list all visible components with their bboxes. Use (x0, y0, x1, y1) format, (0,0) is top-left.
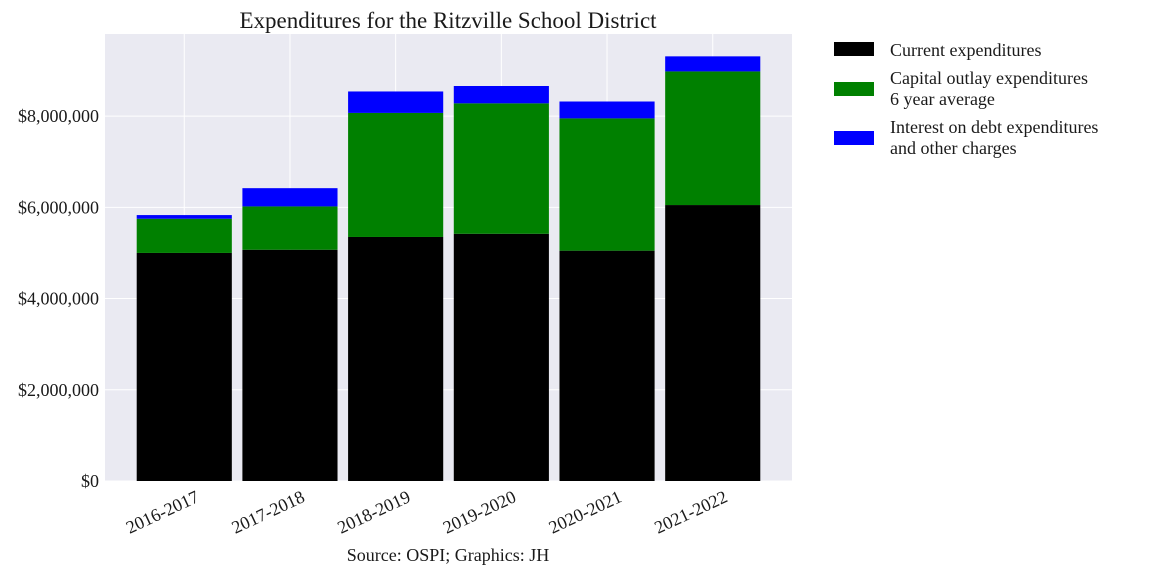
y-tick-label: $2,000,000 (18, 380, 99, 400)
legend-swatch (834, 82, 874, 96)
legend-label: Current expenditures (890, 40, 1041, 60)
y-tick-label: $8,000,000 (18, 106, 99, 126)
bar-capital-outlay-2021-2022 (665, 71, 761, 206)
bars (136, 56, 761, 482)
x-tick-label: 2020-2021 (546, 486, 625, 537)
bar-interest-2021-2022 (665, 56, 761, 72)
legend: Current expenditures Capital outlay expen… (834, 40, 1098, 158)
bar-interest-2016-2017 (136, 215, 232, 219)
bar-capital-outlay-2020-2021 (559, 118, 655, 251)
bar-interest-2020-2021 (559, 101, 655, 119)
bar-capital-outlay-2018-2019 (348, 112, 444, 237)
bar-current-2017-2018 (242, 249, 338, 481)
y-tick-label: $6,000,000 (18, 197, 99, 217)
x-tick-label: 2016-2017 (123, 486, 202, 537)
legend-label: Interest on debt expenditures and other c… (890, 117, 1098, 158)
bar-capital-outlay-2017-2018 (242, 206, 338, 250)
x-tick-label: 2018-2019 (334, 486, 413, 537)
legend-swatch (834, 42, 874, 56)
y-axis-ticks: $0 $2,000,000 $4,000,000 $6,000,000 $8,000,0… (18, 106, 99, 491)
bar-current-2016-2017 (136, 252, 232, 481)
y-tick-label: $4,000,000 (18, 289, 99, 309)
legend-label: Capital outlay expenditures 6 year averag… (890, 68, 1088, 109)
legend-swatch (834, 131, 874, 145)
bar-interest-2017-2018 (242, 188, 338, 207)
chart-title: Expenditures for the Ritzville School Di… (239, 8, 657, 33)
bar-current-2020-2021 (559, 250, 655, 481)
x-tick-label: 2017-2018 (229, 486, 308, 537)
x-tick-label: 2021-2022 (651, 486, 730, 537)
bar-current-2019-2020 (453, 233, 549, 481)
bar-current-2018-2019 (348, 236, 444, 481)
bar-capital-outlay-2019-2020 (453, 103, 549, 234)
bar-current-2021-2022 (665, 205, 761, 482)
y-tick-label: $0 (81, 471, 99, 491)
bar-interest-2019-2020 (453, 85, 549, 104)
x-axis-ticks: 2016-2017 2017-2018 2018-2019 2019-2020 2020… (123, 486, 731, 537)
x-tick-label: 2019-2020 (440, 486, 519, 537)
source-caption: Source: OSPI; Graphics: JH (347, 545, 549, 565)
bar-capital-outlay-2016-2017 (136, 218, 232, 253)
bar-interest-2018-2019 (348, 91, 444, 113)
